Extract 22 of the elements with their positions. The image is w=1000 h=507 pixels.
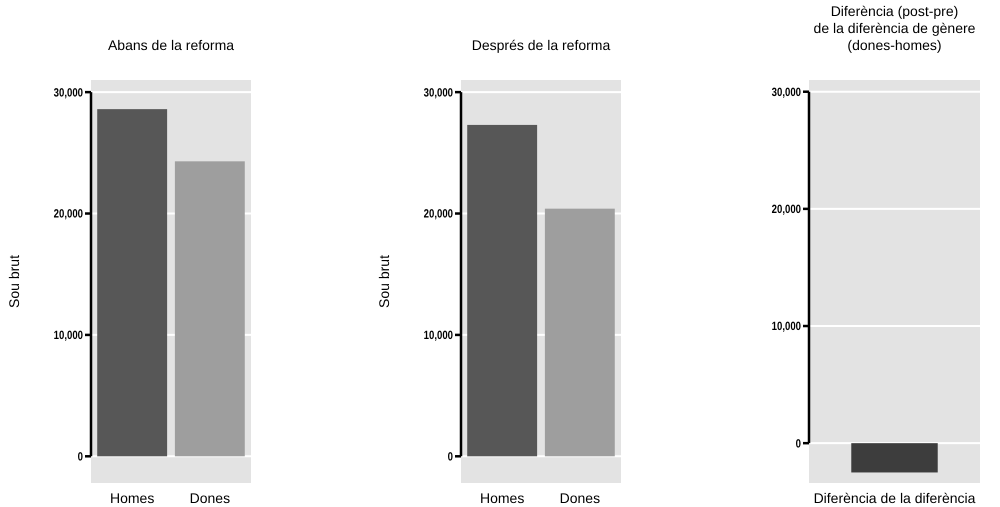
y-tick-label: 10,000 bbox=[54, 329, 83, 342]
y-axis-title: Sou brut bbox=[6, 254, 22, 308]
y-tick-label: 20,000 bbox=[54, 208, 83, 222]
x-tick-label: Diferència de la diferència bbox=[814, 490, 976, 506]
y-tick-label: 20,000 bbox=[424, 208, 453, 222]
y-tick-label: 30,000 bbox=[424, 86, 453, 100]
x-tick-label: Dones bbox=[190, 490, 230, 506]
chart-title: Diferència (post-pre) de la diferència de gènere (dones-homes) bbox=[814, 3, 976, 53]
y-tick-label: 30,000 bbox=[54, 86, 83, 100]
y-tick-label: 10,000 bbox=[424, 329, 453, 342]
y-tick-label: 0 bbox=[448, 450, 453, 464]
x-tick-label: Dones bbox=[560, 490, 600, 506]
y-axis-title: Sou brut bbox=[376, 254, 392, 308]
y-tick-label: 30,000 bbox=[772, 86, 801, 100]
x-tick-label: Homes bbox=[110, 490, 154, 506]
y-tick-label: 0 bbox=[78, 450, 83, 464]
chart-title: Després de la reforma bbox=[472, 37, 610, 53]
y-tick-label: 10,000 bbox=[772, 320, 801, 334]
y-tick-label: 0 bbox=[796, 437, 801, 451]
x-tick-label: Homes bbox=[480, 490, 524, 506]
y-tick-label: 20,000 bbox=[772, 203, 801, 216]
chart-title: Abans de la reforma bbox=[108, 37, 234, 53]
